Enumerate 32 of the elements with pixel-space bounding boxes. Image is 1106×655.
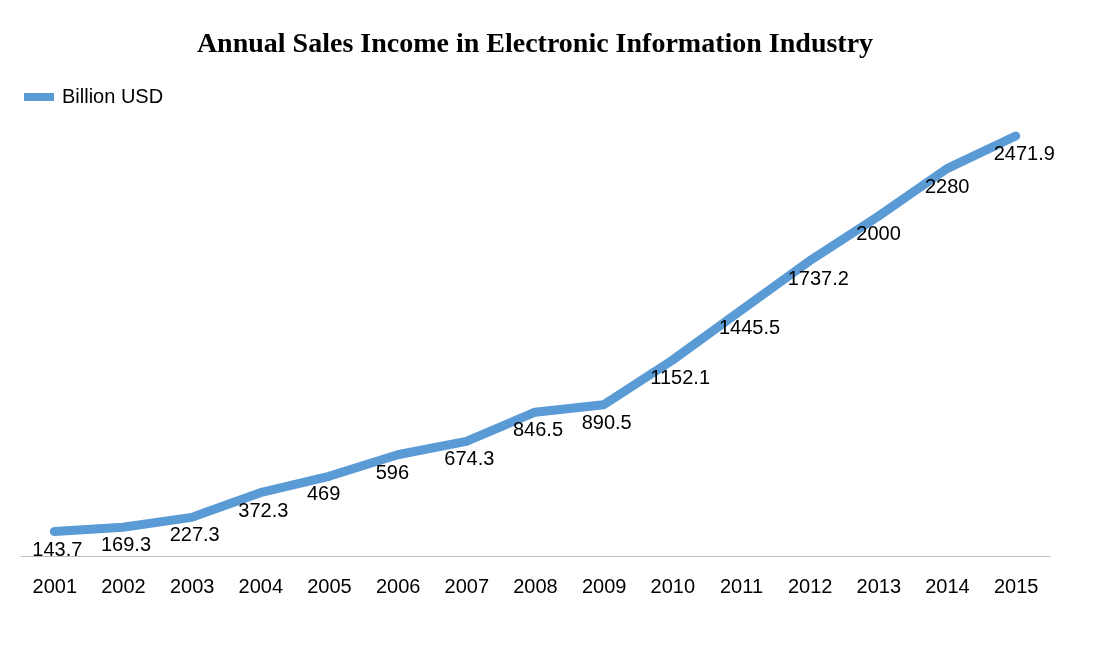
data-label: 890.5 <box>581 410 632 433</box>
data-label: 1445.5 <box>719 316 781 339</box>
x-tick-label: 2004 <box>238 574 284 597</box>
x-tick-label: 2003 <box>169 574 215 597</box>
x-tick-label: 2008 <box>513 574 558 597</box>
data-label: 1152.1 <box>650 366 711 389</box>
x-tick-label: 2006 <box>375 574 421 597</box>
data-label: 227.3 <box>169 523 220 546</box>
data-label: 169.3 <box>101 533 152 556</box>
x-tick-label: 2013 <box>856 574 902 597</box>
x-tick-label: 2009 <box>581 574 627 597</box>
x-tick-label: 2015 <box>993 574 1039 597</box>
chart-title: Annual Sales Income in Electronic Information Industry <box>196 27 874 58</box>
data-label: 2280 <box>925 174 970 197</box>
x-tick-label: 2012 <box>787 574 833 597</box>
legend-label: Billion USD <box>62 85 164 107</box>
data-label: 372.3 <box>238 498 289 521</box>
data-label: 1737.2 <box>787 266 849 289</box>
data-label: 674.3 <box>444 447 495 470</box>
data-label: 2000 <box>856 222 901 245</box>
data-label: 596 <box>375 460 410 483</box>
data-label: 846.5 <box>513 418 564 441</box>
x-tick-label: 2010 <box>650 574 696 597</box>
x-tick-label: 2011 <box>719 574 764 597</box>
x-tick-label: 2005 <box>307 574 352 597</box>
data-label: 2471.9 <box>993 142 1055 164</box>
x-tick-label: 2007 <box>444 574 490 597</box>
data-label: 143.7 <box>32 537 83 560</box>
x-tick-label: 2001 <box>32 574 78 597</box>
data-label: 469 <box>307 482 341 505</box>
x-tick-label: 2002 <box>101 574 146 597</box>
x-tick-label: 2014 <box>925 574 970 597</box>
